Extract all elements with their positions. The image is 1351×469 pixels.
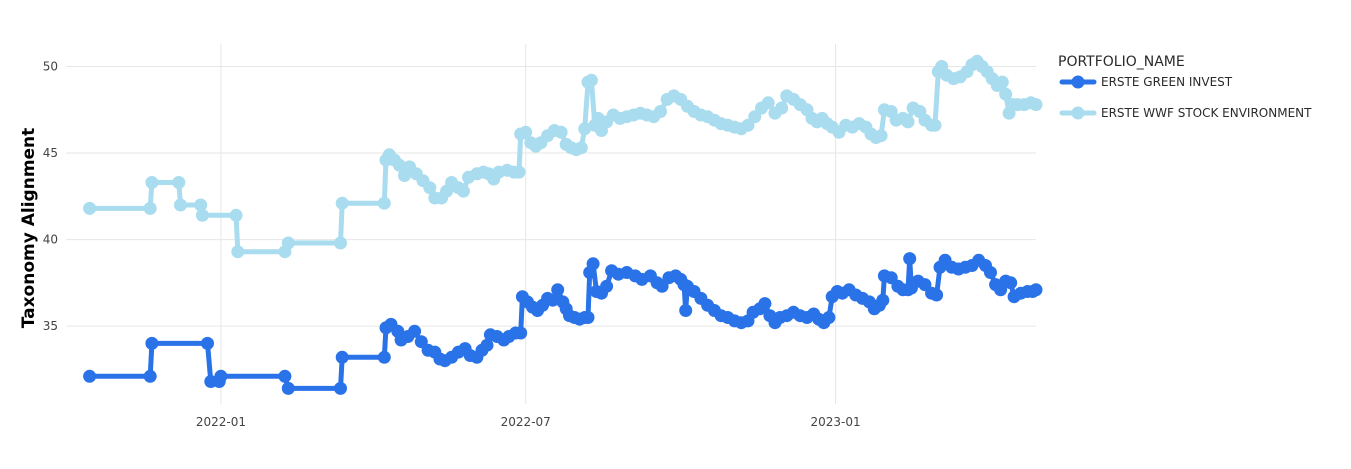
x-tick-label-2: 2023-01 (811, 415, 861, 429)
legend-item-0: ERSTE GREEN INVEST (1059, 75, 1233, 89)
series-1-point-123 (999, 87, 1013, 101)
series-1-point-37 (512, 165, 526, 179)
series-0-point-35 (514, 326, 528, 340)
series-0-point-8 (281, 381, 295, 395)
series-1-point-5 (194, 198, 208, 212)
series-1-point-11 (334, 236, 347, 250)
legend: PORTFOLIO_NAME ERSTE GREEN INVEST ERSTE W… (1058, 54, 1312, 120)
series-1-point-3 (172, 176, 186, 189)
series-1-point-2 (145, 176, 159, 189)
series-line-1 (87, 58, 1039, 255)
series-1-point-52 (584, 73, 598, 87)
series-0-point-29 (480, 338, 494, 352)
y-tick-label-3: 50 (43, 60, 58, 74)
gridlines (66, 44, 1036, 404)
series-0-point-68 (679, 304, 693, 317)
series-1-point-129 (1029, 98, 1043, 112)
series-1 (83, 54, 1043, 259)
series-0-point-0 (83, 369, 97, 383)
series-1-point-50 (578, 122, 592, 136)
series-1-point-99 (874, 129, 888, 143)
series-1-point-0 (83, 201, 97, 215)
series-0-point-102 (876, 293, 890, 307)
series-0-point-6 (214, 369, 228, 383)
series-1-point-22 (423, 181, 437, 195)
y-tick-label-0: 35 (43, 319, 58, 333)
series-1-point-8 (231, 245, 245, 259)
x-tick-label-1: 2022-07 (501, 415, 551, 429)
legend-label-1: ERSTE WWF STOCK ENVIRONMENT (1101, 106, 1312, 120)
y-tick-label-2: 45 (43, 146, 58, 160)
series-0 (83, 252, 1043, 395)
legend-item-1: ERSTE WWF STOCK ENVIRONMENT (1059, 106, 1312, 120)
series-0-point-52 (586, 257, 600, 271)
series-0-point-10 (335, 350, 349, 364)
series-1-point-64 (654, 105, 667, 118)
series-0-point-7 (278, 369, 292, 383)
x-tick-label-0: 2022-01 (196, 415, 246, 429)
series-1-point-122 (995, 75, 1009, 89)
y-tick-label-1: 40 (43, 233, 58, 247)
series-0-point-42 (546, 293, 560, 307)
series-0-point-126 (1004, 276, 1018, 290)
series-0-point-50 (581, 311, 595, 324)
y-axis-label: Taxonomy Alignment (19, 128, 39, 329)
series-1-point-17 (392, 158, 406, 172)
series-0-point-92 (822, 311, 836, 324)
legend-title: PORTFOLIO_NAME (1058, 54, 1185, 70)
series-1-point-10 (281, 236, 295, 250)
series-1-point-45 (554, 125, 568, 139)
series-0-point-113 (930, 288, 944, 302)
legend-swatch-marker-1 (1071, 106, 1085, 120)
series-1-point-49 (574, 141, 588, 155)
series-1-point-7 (229, 208, 243, 222)
series-1-point-4 (174, 198, 187, 212)
legend-swatch-marker-0 (1071, 75, 1085, 89)
series-1-point-28 (456, 184, 470, 198)
legend-label-0: ERSTE GREEN INVEST (1101, 75, 1233, 89)
y-axis-ticks: 35 40 45 50 (43, 60, 58, 334)
series-0-point-3 (201, 336, 214, 350)
series-1-point-12 (335, 196, 349, 210)
series-0-point-81 (758, 297, 772, 311)
series-0-point-108 (903, 252, 917, 266)
series-1-point-80 (761, 96, 775, 110)
series-1-point-104 (901, 115, 915, 129)
series-0-point-1 (143, 369, 157, 383)
series-1-point-6 (195, 208, 209, 222)
series-0-point-17 (408, 324, 422, 338)
series-1-point-109 (928, 118, 942, 132)
series-1-point-39 (519, 125, 533, 139)
x-axis-ticks: 2022-01 2022-07 2023-01 (196, 415, 861, 429)
series-0-point-2 (145, 336, 159, 350)
series-0-point-11 (377, 350, 391, 364)
series-1-point-13 (377, 196, 391, 210)
series-0-point-122 (984, 266, 997, 279)
series-1-point-1 (143, 201, 157, 215)
series-layer (83, 54, 1043, 395)
series-0-point-55 (600, 279, 614, 293)
legend-items: ERSTE GREEN INVEST ERSTE WWF STOCK ENVIRO… (1059, 75, 1312, 120)
series-1-point-82 (775, 101, 789, 115)
series-0-point-131 (1029, 283, 1043, 297)
series-0-point-9 (334, 381, 347, 395)
series-0-point-43 (551, 283, 565, 297)
